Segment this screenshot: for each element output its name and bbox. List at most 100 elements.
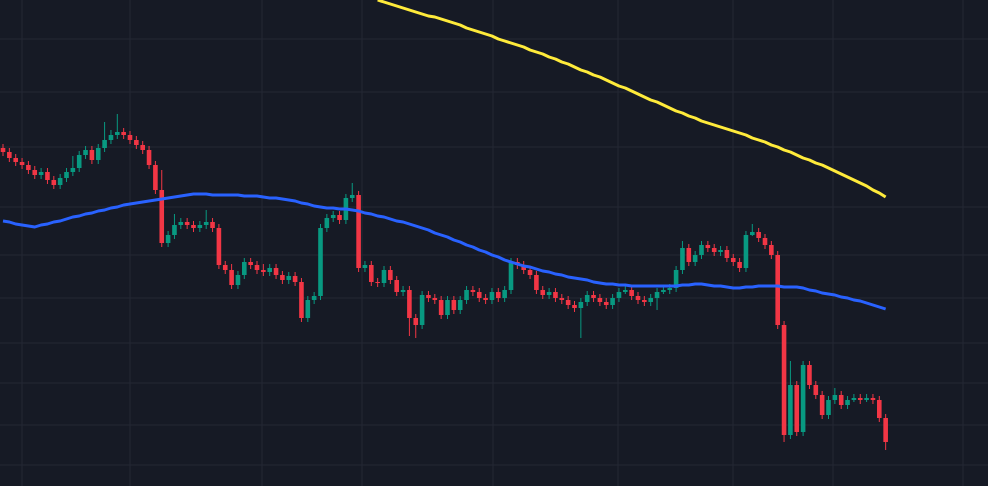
candle-body [32, 170, 38, 175]
candle-body [718, 250, 723, 252]
candle-body [229, 270, 234, 285]
candle-body [311, 296, 317, 300]
candle-body [438, 300, 444, 315]
candle-body [584, 295, 590, 302]
candle-body [369, 265, 374, 282]
candle-body [762, 238, 768, 245]
candle-body [629, 290, 634, 296]
candle-body [222, 265, 228, 270]
candle-body [470, 290, 476, 292]
candle-body [800, 365, 806, 432]
candle-body [134, 140, 139, 145]
candle-body [838, 395, 844, 405]
candle-body [692, 255, 698, 262]
candle-body [737, 262, 742, 268]
plot-area [0, 0, 888, 450]
candle-body [7, 152, 12, 158]
candle-body [70, 168, 76, 172]
candle-body [13, 158, 18, 162]
candle-body [743, 235, 749, 268]
candle-body [191, 225, 196, 228]
candle-body [330, 215, 336, 218]
candle-body [597, 298, 603, 302]
candle-body [184, 222, 190, 225]
candle-body [642, 300, 647, 302]
candle-body [203, 222, 209, 225]
candle-body [807, 365, 812, 385]
candle-body [375, 282, 380, 283]
candle-body [845, 400, 850, 405]
candle-body [267, 268, 272, 272]
candle-body [292, 276, 298, 282]
candle-body [832, 395, 838, 400]
candle-body [635, 296, 641, 300]
candle-body [870, 398, 876, 400]
candle-body [673, 270, 679, 288]
candle-body [851, 398, 857, 400]
candle-body [242, 262, 247, 275]
candle-body [216, 228, 222, 265]
moving-average-line [377, 0, 887, 199]
candle-body [578, 302, 584, 308]
candle-body [95, 148, 101, 160]
candle-body [51, 180, 57, 185]
candle-body [413, 318, 419, 325]
candle-body [794, 385, 800, 432]
moving-average-line [2, 192, 887, 311]
candle-body [286, 276, 292, 280]
candle-body [280, 275, 285, 280]
candle-body [89, 150, 95, 160]
candle-body [464, 290, 469, 300]
candle-body [826, 400, 831, 415]
candle-body [115, 132, 120, 135]
candle-body [26, 165, 31, 170]
candle-body [445, 300, 450, 315]
candle-body [756, 232, 761, 238]
candle-body [699, 245, 704, 255]
candle-body [654, 292, 660, 298]
candle-body [623, 290, 628, 292]
candle-body [610, 298, 615, 305]
candle-body [769, 245, 774, 255]
candle-body [540, 290, 546, 295]
candle-body [553, 292, 558, 298]
candle-body [362, 265, 368, 268]
candle-body [705, 245, 711, 248]
candle-body [381, 270, 387, 283]
candle-body [388, 270, 393, 280]
candle-body [572, 305, 577, 308]
candle-body [64, 172, 69, 178]
candle-body [261, 270, 266, 272]
candle-body [730, 258, 736, 262]
candle-body [781, 325, 787, 435]
candle-body [591, 295, 596, 298]
candle-body [159, 190, 165, 243]
candle-body [489, 292, 495, 300]
candle-body [750, 232, 755, 235]
candle-body [172, 225, 177, 235]
candle-body [648, 298, 653, 302]
candle-body [83, 150, 88, 155]
candle-body [432, 298, 438, 300]
candle-body [273, 268, 279, 275]
candle-body [667, 288, 673, 290]
candle-body [57, 178, 63, 185]
candle-body [819, 395, 825, 415]
candle-body [121, 132, 126, 135]
candle-body [349, 195, 355, 198]
candle-body [483, 298, 488, 300]
candle-body [476, 292, 482, 298]
candle-body [565, 300, 571, 305]
candle-body [864, 398, 869, 400]
candle-body [318, 228, 323, 296]
candle-body [426, 295, 431, 298]
candle-body [19, 162, 25, 165]
candle-body [661, 290, 666, 292]
candle-body [407, 290, 412, 318]
candle-body [0, 148, 6, 152]
candle-body [324, 218, 330, 228]
candle-body [108, 135, 114, 140]
